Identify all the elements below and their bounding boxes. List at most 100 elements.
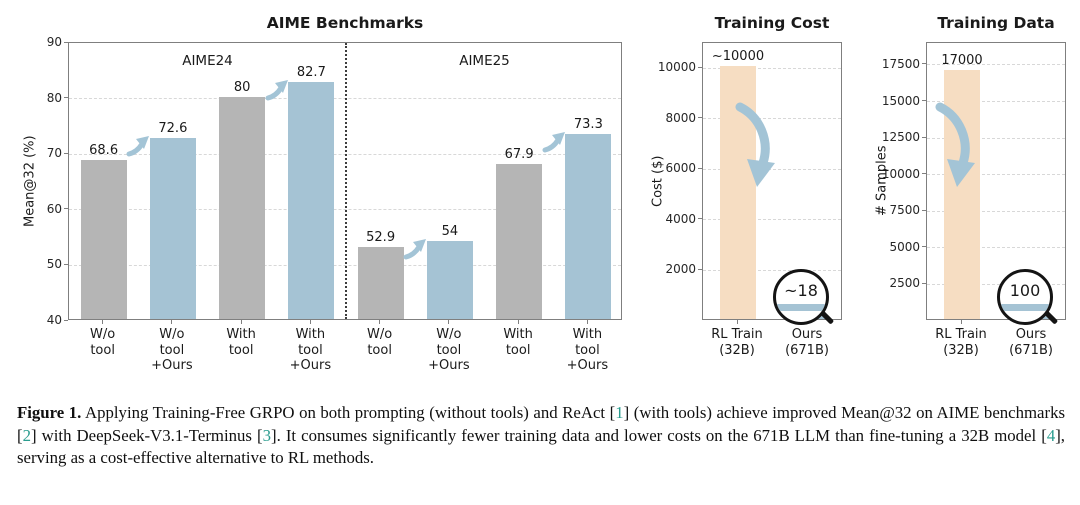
bar-annotation: ~10000 [711,49,765,65]
magnifier-circle: 100 [997,269,1053,325]
y-tick-label: 4000 [665,211,696,226]
decrease-arrow-icon [935,102,975,187]
improvement-arrow-icon [126,135,150,157]
caption-text: [ [17,425,23,445]
x-tick-line: With [503,327,533,342]
arrow-shaft [542,137,561,153]
decrease-arrow-icon [735,102,775,187]
y-tick-label: 12500 [881,130,920,145]
caption-text: ] [1055,425,1061,445]
x-tick-label: W/o tool [68,327,137,358]
group-label-aime25: AIME25 [459,53,510,69]
arrow-shaft [735,102,770,168]
x-tick-line: (671B) [785,342,829,358]
plot-area: 68.6 72.6 80 82.7 52.9 54 67.9 73.3 AIME24 AIME25 [68,42,622,320]
x-tick-mark [379,320,381,324]
training-data-chart: Training Data 17000 100 2500 5000 7500 10000 12… [868,8,1080,400]
bar-value-label: 80 [233,79,251,95]
x-tick-label: W/o tool +Ours [137,327,206,374]
x-tick-mark [102,320,104,324]
bar [219,96,266,319]
x-tick-line: With [226,327,256,342]
bar-annotation: 17000 [941,53,983,69]
bar [565,133,612,319]
y-tick-mark [922,173,926,175]
x-tick-mark [240,320,242,324]
x-tick-label: RL Train (32B) [702,327,772,358]
arrow-head [947,159,975,187]
improvement-arrow-icon [403,239,427,260]
citation-link[interactable]: 3 [262,425,271,445]
x-tick-label: RL Train (32B) [926,327,996,358]
x-tick-line: tool [228,342,254,358]
x-tick-line: +Ours [428,358,470,373]
x-tick-line: tool [436,342,462,358]
x-tick-line: W/o [90,327,116,342]
gridline [927,64,1065,66]
y-tick-label: 17500 [881,56,920,71]
magnifier-circle: ~18 [773,269,829,325]
x-tick-mark [586,320,588,324]
y-axis-label: Cost ($) [650,155,666,207]
caption-text: (with tools) achieve improved Mean@32 on… [629,403,1066,422]
x-tick-mark [171,320,173,324]
x-tick-mark [960,320,962,324]
x-tick-label: Ours (671B) [772,327,842,358]
magnified-value-label: ~18 [784,281,818,300]
x-tick-label: W/o tool +Ours [414,327,483,374]
caption-text: , serving as a cost-effective alternativ… [17,425,1065,468]
x-tick-label: With tool [207,327,276,358]
plot-area: 17000 100 [926,42,1066,325]
chart-title: Training Data [937,14,1055,32]
y-tick-mark [698,117,702,119]
y-tick-label: 80 [46,90,62,105]
y-tick-label: 2000 [665,262,696,277]
bar-value-label: 82.7 [296,64,326,80]
x-tick-line: tool [298,342,323,358]
x-tick-line: With [295,327,326,342]
gridline [927,210,1065,212]
y-tick-mark [64,319,68,321]
y-tick-label: 8000 [665,110,696,125]
x-tick-mark [736,320,738,324]
x-tick-label: With tool +Ours [276,327,345,374]
arrow-shaft [935,102,970,168]
x-tick-line: W/o [436,327,462,342]
y-tick-label: 50 [46,257,62,272]
citation-link[interactable]: 2 [22,425,31,445]
arrow-head [136,135,150,149]
citation-link[interactable]: 1 [615,403,624,422]
bar-value-label: 73.3 [573,116,603,132]
gridline [927,283,1065,285]
caption-text: Applying Training-Free GRPO on both prom… [81,403,610,422]
bar [357,247,404,319]
caption-text: [ [257,425,263,445]
bar-value-label: 72.6 [158,120,188,136]
y-tick-mark [698,167,702,169]
x-tick-line: tool [159,342,185,358]
bar [288,81,335,319]
x-tick-line: RL Train [711,327,763,342]
gridline [927,101,1065,103]
y-axis-label: Mean@32 (%) [22,135,38,227]
aime-benchmarks-chart: AIME Benchmarks 68.6 72.6 80 82.7 52.9 54 67.9 7… [18,8,638,400]
group-label-aime24: AIME24 [182,53,233,69]
y-tick-label: 40 [46,313,62,327]
x-tick-line: tool [505,342,531,358]
citation-link[interactable]: 4 [1046,425,1056,445]
gridline [703,168,841,170]
arrow-head [551,131,565,145]
improvement-arrow-icon [265,79,288,101]
y-tick-mark [64,152,68,154]
bar-value-label: 52.9 [366,230,396,246]
y-tick-label: 5000 [889,239,920,254]
x-tick-line: W/o [159,327,185,342]
bar-value-label: 54 [441,224,459,240]
x-tick-line: RL Train [935,327,987,342]
y-tick-mark [698,268,702,270]
y-tick-mark [64,263,68,265]
training-cost-chart: Training Cost ~10000 ~18 2000 4000 6000 8000 10… [650,8,862,400]
arrow-head [274,79,288,93]
chart-title: AIME Benchmarks [266,14,424,32]
